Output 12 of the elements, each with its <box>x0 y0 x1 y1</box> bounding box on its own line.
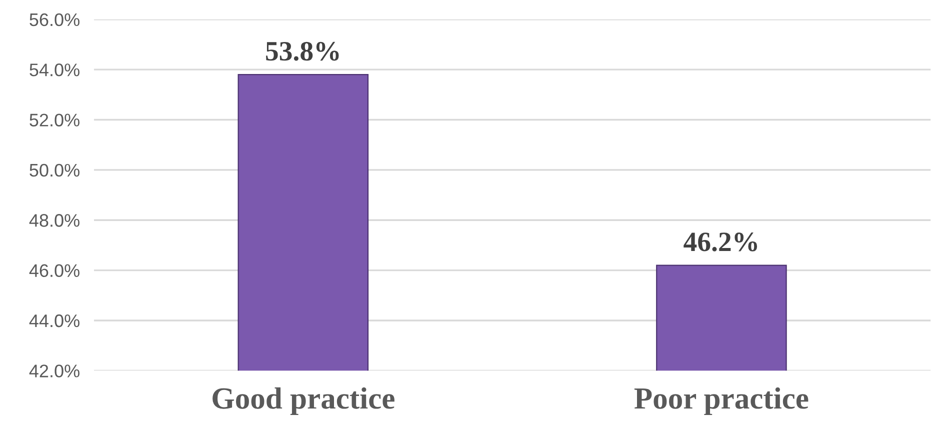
y-tick-label: 52.0% <box>30 114 80 126</box>
y-tick-label: 56.0% <box>30 13 80 26</box>
y-tick-label: 42.0% <box>29 364 80 378</box>
y-tick-label: 50.0% <box>30 164 80 177</box>
y-tick-label: 48.0% <box>29 214 80 227</box>
y-tick-label: 44.0% <box>29 314 80 328</box>
y-tick-label: 46.0% <box>29 264 80 278</box>
x-tick-label: Good practice <box>212 387 394 416</box>
data-label: 53.8% <box>266 42 339 61</box>
data-label: 46.2% <box>684 232 758 252</box>
x-tick-label: Poor practice <box>634 387 808 416</box>
y-tick-label: 54.0% <box>30 64 80 76</box>
